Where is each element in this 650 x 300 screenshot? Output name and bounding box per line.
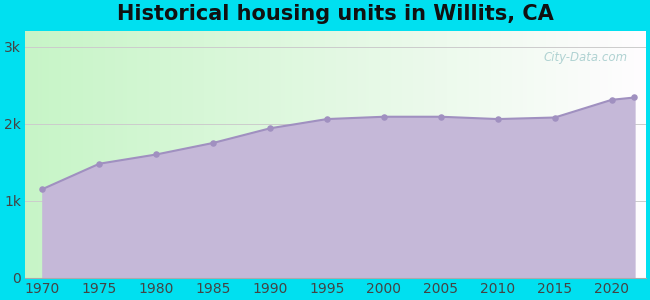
Point (379, 114, 389, 119)
Point (322, 117, 332, 122)
Point (151, 152, 161, 157)
Point (436, 114, 446, 119)
Title: Historical housing units in Willits, CA: Historical housing units in Willits, CA (117, 4, 554, 24)
Point (629, 95, 640, 100)
Point (606, 98, 617, 102)
Point (94, 161, 105, 166)
Point (37, 187, 47, 191)
Point (208, 140, 218, 145)
Point (265, 126, 276, 131)
Text: City-Data.com: City-Data.com (543, 51, 627, 64)
Point (493, 117, 503, 122)
Point (549, 115, 560, 120)
